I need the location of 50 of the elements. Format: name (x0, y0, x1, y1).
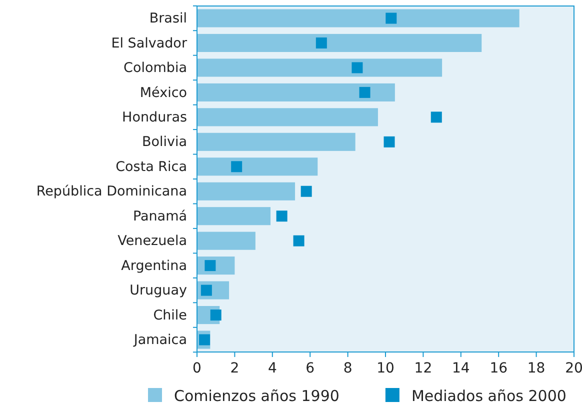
y-tick-label: Panamá (132, 208, 187, 224)
x-tick-label: 8 (343, 360, 352, 377)
bar (197, 108, 378, 126)
point (316, 37, 327, 48)
y-tick-label: Brasil (149, 10, 187, 27)
point (352, 62, 363, 74)
x-tick-label: 18 (527, 360, 546, 377)
x-tick-label: 12 (414, 360, 432, 377)
y-tick-label: Argentina (121, 258, 187, 274)
y-tick-label: Colombia (124, 60, 187, 76)
point (300, 186, 312, 197)
point (231, 161, 242, 172)
bar (197, 207, 271, 226)
bar (197, 132, 356, 151)
x-tick-label: 10 (376, 360, 394, 377)
y-tick-label: Costa Rica (116, 158, 187, 175)
y-tick-label: Honduras (122, 109, 187, 126)
bar (197, 232, 256, 250)
x-tick-label: 6 (306, 360, 315, 377)
legend-label: Comienzos años 1990 (174, 387, 340, 405)
point (430, 112, 442, 123)
bar (197, 158, 318, 176)
bar (197, 182, 296, 200)
bar (197, 58, 442, 77)
x-tick-label: 16 (490, 360, 508, 377)
y-tick-label: Bolivia (142, 134, 187, 150)
point (210, 310, 222, 321)
point (359, 86, 370, 98)
y-tick-label: El Salvador (111, 35, 188, 52)
y-tick-label: Venezuela (118, 233, 187, 250)
point (386, 12, 397, 24)
x-tick-label: 14 (452, 360, 470, 377)
point (276, 210, 288, 222)
bar (197, 34, 482, 52)
x-tick-label: 2 (230, 360, 240, 377)
y-tick-label: Uruguay (130, 282, 188, 299)
legend-label: Mediados años 2000 (411, 387, 566, 405)
bar (197, 9, 520, 28)
point (204, 260, 216, 272)
point (293, 235, 304, 246)
point (384, 136, 395, 148)
y-tick-label: República Dominicana (36, 184, 187, 200)
x-tick-label: 20 (565, 360, 582, 377)
bar (197, 83, 395, 102)
y-tick-label: Jamaica (132, 332, 187, 348)
point (200, 284, 212, 296)
x-tick-label: 4 (268, 360, 277, 377)
x-tick-label: 0 (192, 360, 202, 377)
y-tick-label: Chile (153, 307, 187, 324)
y-tick-label: México (140, 84, 187, 101)
